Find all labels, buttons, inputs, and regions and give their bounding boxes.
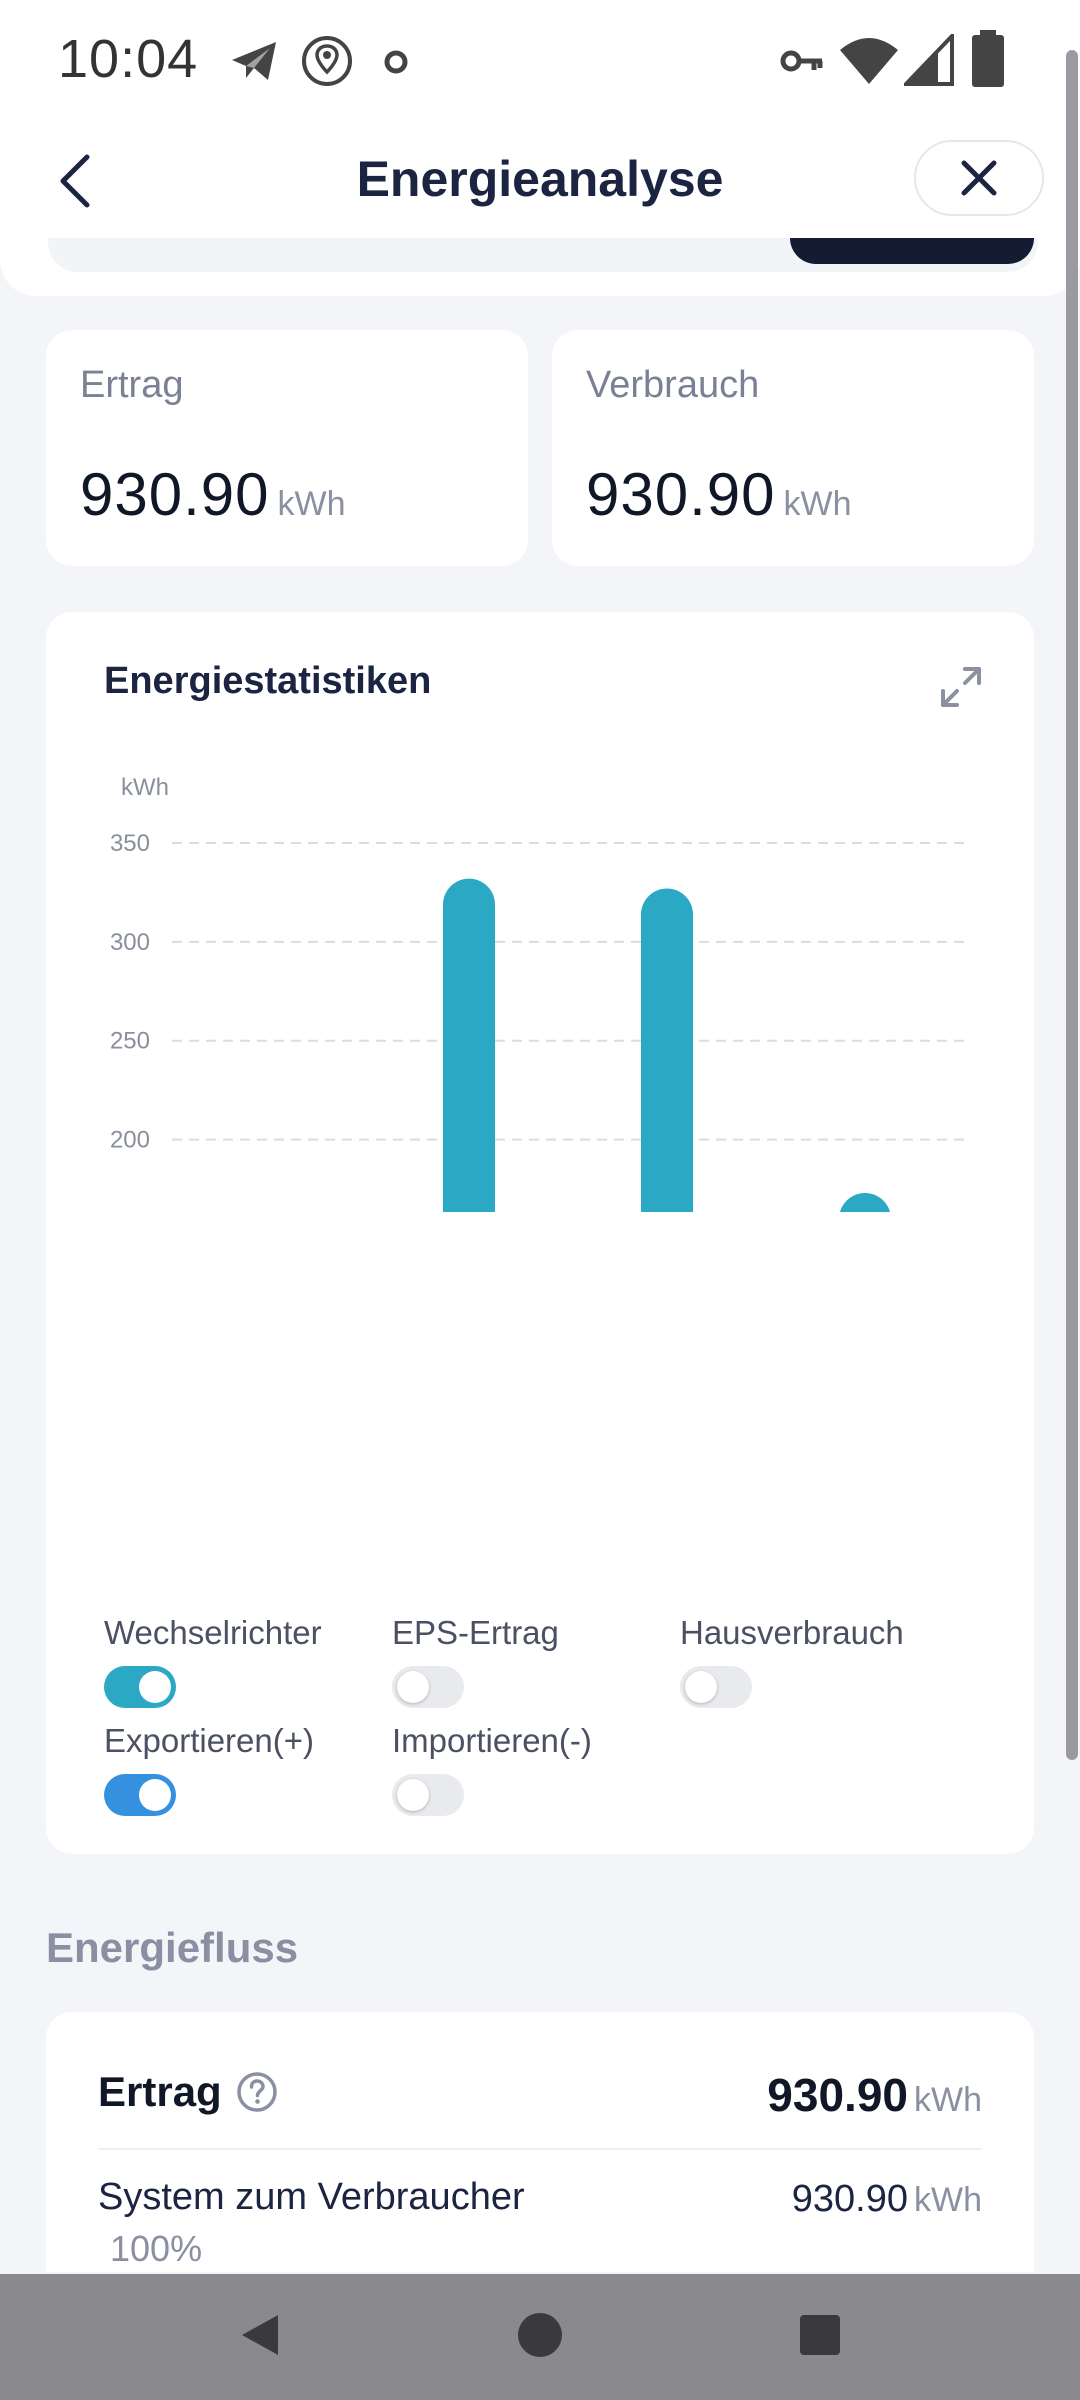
- toggle-switch[interactable]: [392, 1666, 464, 1708]
- status-bar: 10:04: [0, 0, 1080, 120]
- toggle-knob: [397, 1671, 429, 1703]
- location-pin-icon: [302, 36, 352, 86]
- signal-icon: [904, 34, 954, 86]
- energy-flow-heading: Energiefluss: [46, 1924, 299, 1971]
- flow-row-percent: 100%: [110, 2228, 203, 2269]
- toggle-switch[interactable]: [104, 1774, 176, 1816]
- expand-icon: [941, 667, 981, 707]
- divider: [98, 2148, 982, 2150]
- bar-2023: [443, 878, 495, 1212]
- consumption-card: Verbrauch 930.90 kWh: [552, 330, 1034, 566]
- toggle-label: Wechselrichter: [104, 1614, 322, 1651]
- consumption-unit: kWh: [783, 485, 852, 523]
- expand-button[interactable]: [926, 652, 996, 722]
- energy-flow-card: Ertrag 930.90 kWh System zum Verbraucher …: [46, 2012, 1034, 2272]
- battery-icon: [972, 30, 1004, 87]
- bar-2024: [641, 888, 693, 1212]
- toggle-label: Importieren(-): [392, 1722, 592, 1759]
- flow-row-value: 930.90: [791, 2178, 908, 2220]
- toggle-knob: [139, 1671, 171, 1703]
- toggle-switch[interactable]: [680, 1666, 752, 1708]
- y-tick-label: 200: [110, 1127, 150, 1154]
- flow-row-value-row: 930.90 kWh: [792, 2178, 982, 2221]
- yield-unit: kWh: [277, 485, 346, 523]
- consumption-label: Verbrauch: [586, 364, 760, 406]
- toggle-switch[interactable]: [392, 1774, 464, 1816]
- close-icon: [961, 160, 997, 196]
- home-nav-icon[interactable]: [508, 2298, 572, 2372]
- back-nav-icon[interactable]: [230, 2300, 290, 2370]
- toggle-item: Exportieren(+): [104, 1722, 314, 1816]
- page-title: Energieanalyse: [356, 151, 724, 207]
- y-axis-unit: kWh: [121, 774, 169, 801]
- toggle-knob: [397, 1779, 429, 1811]
- flow-total-unit: kWh: [914, 2081, 982, 2119]
- yield-label: Ertrag: [80, 364, 184, 406]
- energy-statistics-card: Energiestatistiken kWh050100150200250300…: [46, 612, 1034, 1854]
- yield-value: 930.90: [80, 461, 270, 528]
- period-tab-strip: [0, 238, 1080, 296]
- toggle-switch[interactable]: [104, 1666, 176, 1708]
- back-button[interactable]: [40, 146, 110, 216]
- flow-card-title-row: Ertrag: [98, 2068, 278, 2116]
- bar-chart: kWh0501001502002503003502022202320242025: [110, 774, 964, 1212]
- scrollbar[interactable]: [1066, 50, 1078, 1760]
- flow-row-label: System zum Verbraucher: [98, 2176, 525, 2218]
- chart-title: Energiestatistiken: [104, 660, 432, 702]
- toggle-knob: [139, 1779, 171, 1811]
- wifi-icon: [840, 38, 898, 84]
- telegram-icon: [232, 42, 276, 80]
- toggle-item: Wechselrichter: [104, 1614, 322, 1708]
- chevron-left-icon: [60, 154, 90, 208]
- bar-2025: [840, 1192, 890, 1212]
- toggle-item: EPS-Ertrag: [392, 1614, 559, 1708]
- yield-value-row: 930.90 kWh: [80, 460, 346, 529]
- toggle-item: Importieren(-): [392, 1722, 592, 1816]
- toggle-label: Exportieren(+): [104, 1722, 315, 1759]
- status-time: 10:04: [58, 29, 199, 89]
- period-tab-active[interactable]: [790, 238, 1034, 264]
- toggle-knob: [685, 1671, 717, 1703]
- flow-total: 930.90 kWh: [767, 2068, 982, 2122]
- dot-icon: [384, 50, 408, 74]
- y-tick-label: 250: [110, 1028, 150, 1055]
- y-tick-label: 300: [110, 929, 150, 956]
- toggle-label: EPS-Ertrag: [392, 1614, 559, 1651]
- flow-card-title: Ertrag: [98, 2068, 222, 2115]
- system-nav-bar: [0, 2274, 1080, 2400]
- app-header: Energieanalyse: [0, 120, 1080, 240]
- flow-total-value: 930.90: [767, 2069, 908, 2121]
- yield-card: Ertrag 930.90 kWh: [46, 330, 528, 566]
- toggle-label: Hausverbrauch: [680, 1614, 904, 1651]
- toggle-item: Hausverbrauch: [680, 1614, 904, 1708]
- y-tick-label: 350: [110, 830, 150, 857]
- consumption-value-row: 930.90 kWh: [586, 460, 852, 529]
- recents-nav-icon[interactable]: [790, 2300, 850, 2370]
- help-circle-icon[interactable]: [236, 2071, 278, 2113]
- flow-row-unit: kWh: [914, 2181, 982, 2219]
- close-button[interactable]: [914, 140, 1044, 216]
- consumption-value: 930.90: [586, 461, 776, 528]
- vpn-key-icon: [780, 50, 823, 72]
